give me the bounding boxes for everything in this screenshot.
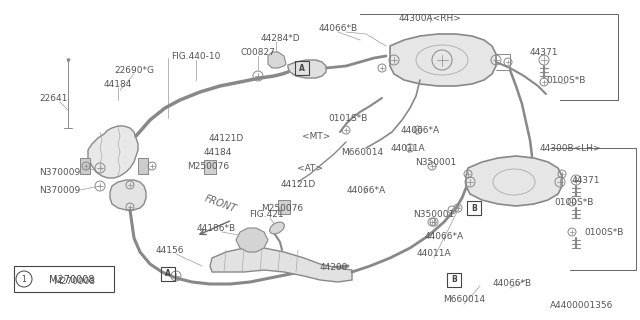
Text: M660014: M660014 <box>341 148 383 156</box>
Text: 44371: 44371 <box>530 47 558 57</box>
Text: 44184: 44184 <box>204 148 232 156</box>
FancyBboxPatch shape <box>204 160 216 174</box>
Text: C00827: C00827 <box>241 47 275 57</box>
Text: 44200: 44200 <box>320 263 348 273</box>
Text: 44371: 44371 <box>572 175 600 185</box>
Polygon shape <box>210 248 352 282</box>
Text: 0101S*B: 0101S*B <box>328 114 368 123</box>
Text: 22690*G: 22690*G <box>114 66 154 75</box>
Text: 44121D: 44121D <box>209 133 244 142</box>
Text: B: B <box>451 276 457 284</box>
Bar <box>295 61 309 75</box>
Text: N350001: N350001 <box>415 157 456 166</box>
Bar <box>447 273 461 287</box>
Polygon shape <box>110 180 146 210</box>
Text: 44066*A: 44066*A <box>401 125 440 134</box>
Text: M270008: M270008 <box>53 277 95 286</box>
Polygon shape <box>390 34 496 86</box>
Text: 22641: 22641 <box>40 93 68 102</box>
Text: N350001: N350001 <box>413 210 454 219</box>
FancyBboxPatch shape <box>80 158 90 174</box>
Text: M660014: M660014 <box>443 295 485 305</box>
Ellipse shape <box>269 222 284 234</box>
Text: 44066*B: 44066*B <box>492 279 532 289</box>
Text: 44300B<LH>: 44300B<LH> <box>539 143 601 153</box>
Text: 44011A: 44011A <box>390 143 426 153</box>
Text: 0100S*B: 0100S*B <box>584 228 624 236</box>
Polygon shape <box>288 60 326 78</box>
Text: <MT>: <MT> <box>302 132 330 140</box>
Text: 0100S*B: 0100S*B <box>554 197 594 206</box>
Text: 44184: 44184 <box>104 79 132 89</box>
FancyBboxPatch shape <box>278 200 290 214</box>
Bar <box>161 267 175 281</box>
Text: A: A <box>165 269 171 278</box>
Polygon shape <box>236 228 268 252</box>
Text: A4400001356: A4400001356 <box>550 301 614 310</box>
Text: B: B <box>471 204 477 212</box>
Text: 44066*B: 44066*B <box>319 23 358 33</box>
Text: 44284*D: 44284*D <box>260 34 300 43</box>
Bar <box>14 266 114 292</box>
Text: 44066*A: 44066*A <box>424 231 463 241</box>
Text: 44186*B: 44186*B <box>196 223 236 233</box>
Text: M250076: M250076 <box>187 162 229 171</box>
Text: M270008: M270008 <box>49 275 95 285</box>
Text: 1: 1 <box>22 275 26 284</box>
Text: 44121D: 44121D <box>280 180 316 188</box>
Polygon shape <box>466 156 562 206</box>
Polygon shape <box>268 52 286 68</box>
Bar <box>467 201 481 215</box>
Text: A: A <box>299 63 305 73</box>
Text: 44156: 44156 <box>156 245 184 254</box>
Text: N370009: N370009 <box>40 167 81 177</box>
Text: 44066*A: 44066*A <box>346 186 385 195</box>
Text: N370009: N370009 <box>40 186 81 195</box>
Text: FIG.440-10: FIG.440-10 <box>172 52 221 60</box>
Text: FIG.421: FIG.421 <box>249 210 284 219</box>
Polygon shape <box>88 126 138 178</box>
Text: <AT>: <AT> <box>297 164 323 172</box>
FancyBboxPatch shape <box>138 158 148 174</box>
Text: 44300A<RH>: 44300A<RH> <box>399 13 461 22</box>
Text: 0100S*B: 0100S*B <box>547 76 586 84</box>
Text: FRONT: FRONT <box>203 193 237 214</box>
Text: M250076: M250076 <box>261 204 303 212</box>
Text: 44011A: 44011A <box>417 250 451 259</box>
